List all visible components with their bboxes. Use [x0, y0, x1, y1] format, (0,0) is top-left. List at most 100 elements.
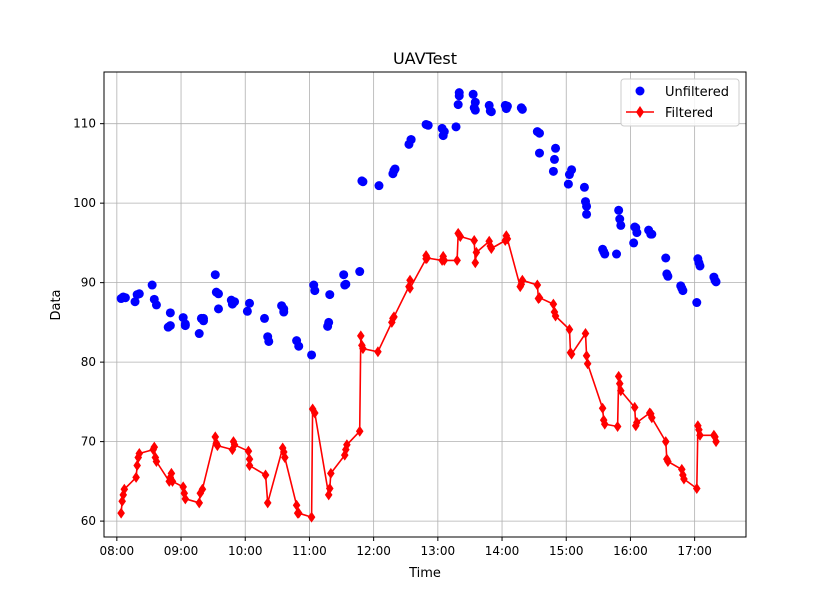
data-point-dot [616, 220, 626, 230]
data-point-diamond [151, 452, 160, 464]
data-point-dot [147, 280, 157, 290]
data-point-dot [390, 164, 400, 174]
data-point-dot [548, 166, 558, 176]
data-point-dot [551, 143, 561, 153]
data-point-dot [563, 179, 573, 189]
x-tick-label: 17:00 [677, 544, 712, 558]
legend-unfiltered-marker [635, 86, 645, 96]
data-point-diamond [292, 499, 301, 511]
y-tick-label: 80 [81, 355, 96, 369]
data-point-diamond [472, 246, 481, 258]
data-point-diamond [423, 252, 431, 264]
x-tick-label: 13:00 [421, 544, 456, 558]
data-point-diamond [487, 242, 496, 254]
data-point-dot [661, 253, 671, 263]
y-tick-label: 110 [73, 117, 96, 131]
data-point-dot [468, 89, 478, 99]
data-point-diamond [294, 507, 303, 519]
data-point-dot [165, 308, 175, 318]
data-point-dot [134, 289, 144, 299]
x-tick-label: 12:00 [356, 544, 391, 558]
data-point-diamond [565, 324, 574, 336]
data-point-dot [453, 100, 463, 110]
data-point-dot [165, 321, 175, 331]
x-tick-label: 10:00 [228, 544, 263, 558]
data-point-diamond [281, 452, 289, 464]
data-point-diamond [583, 358, 592, 370]
data-point-dot [210, 270, 220, 280]
series-layer [116, 88, 721, 523]
data-point-diamond [343, 439, 351, 451]
data-point-diamond [630, 401, 639, 413]
data-point-diamond [388, 316, 396, 328]
data-point-dot [199, 313, 209, 323]
data-point-dot [629, 238, 639, 248]
data-point-diamond [263, 497, 272, 509]
data-point-diamond [679, 469, 687, 481]
data-point-diamond [228, 444, 237, 456]
data-point-dot [579, 182, 589, 192]
data-point-diamond [680, 473, 688, 485]
data-point-dot [582, 201, 592, 211]
data-point-dot [339, 270, 349, 280]
data-point-diamond [213, 440, 222, 452]
data-point-dot [423, 120, 433, 130]
data-point-diamond [600, 418, 609, 430]
data-point-diamond [230, 439, 239, 451]
data-point-diamond [549, 298, 558, 310]
data-point-diamond [245, 459, 254, 471]
data-point-dot [502, 101, 512, 111]
data-point-diamond [167, 467, 176, 479]
data-point-diamond [614, 370, 623, 382]
data-point-diamond [661, 436, 670, 448]
data-point-dot [600, 249, 610, 259]
x-tick-label: 08:00 [100, 544, 135, 558]
x-axis-label: Time [408, 566, 441, 581]
data-point-dot [517, 104, 527, 114]
data-point-diamond [551, 310, 560, 322]
data-point-dot [454, 88, 464, 98]
x-tick-label: 11:00 [292, 544, 327, 558]
data-point-dot [294, 341, 304, 351]
data-point-dot [647, 229, 657, 239]
data-point-diamond [470, 235, 479, 247]
data-point-diamond [582, 350, 591, 362]
data-point-diamond [308, 403, 317, 415]
data-point-dot [213, 304, 223, 314]
data-point-dot [264, 336, 274, 346]
data-point-dot [439, 127, 449, 137]
data-point-dot [355, 267, 365, 277]
data-point-diamond [245, 453, 254, 465]
data-point-dot [245, 298, 255, 308]
series-filtered [117, 227, 720, 523]
data-point-dot [325, 290, 335, 300]
data-point-diamond [471, 257, 480, 269]
data-point-diamond [598, 402, 607, 414]
x-tick-label: 14:00 [485, 544, 520, 558]
legend-filtered-marker [636, 106, 644, 118]
data-point-diamond [535, 292, 544, 304]
data-point-dot [151, 300, 161, 310]
data-point-dot [279, 307, 289, 317]
data-point-diamond [181, 493, 190, 505]
data-point-dot [567, 165, 577, 175]
data-point-dot [230, 297, 240, 307]
plot-frame [103, 71, 747, 538]
data-point-dot [695, 261, 705, 271]
data-point-diamond [307, 511, 316, 523]
legend-box [620, 78, 740, 127]
axes: 08:00 09:00 10:00 11:00 12:00 13:00 14:00 15:00… [73, 117, 712, 558]
data-point-diamond [617, 385, 625, 397]
legend: Unfiltered Filtered [620, 78, 740, 127]
data-point-dot [307, 350, 317, 360]
data-point-diamond [692, 483, 701, 495]
data-point-dot [406, 135, 416, 145]
data-point-dot [534, 148, 544, 158]
data-point-diamond [633, 417, 641, 429]
data-point-dot [632, 228, 642, 238]
data-point-dot [612, 249, 622, 259]
data-point-dot [534, 128, 544, 138]
data-point-diamond [150, 441, 159, 453]
data-point-diamond [198, 483, 207, 495]
